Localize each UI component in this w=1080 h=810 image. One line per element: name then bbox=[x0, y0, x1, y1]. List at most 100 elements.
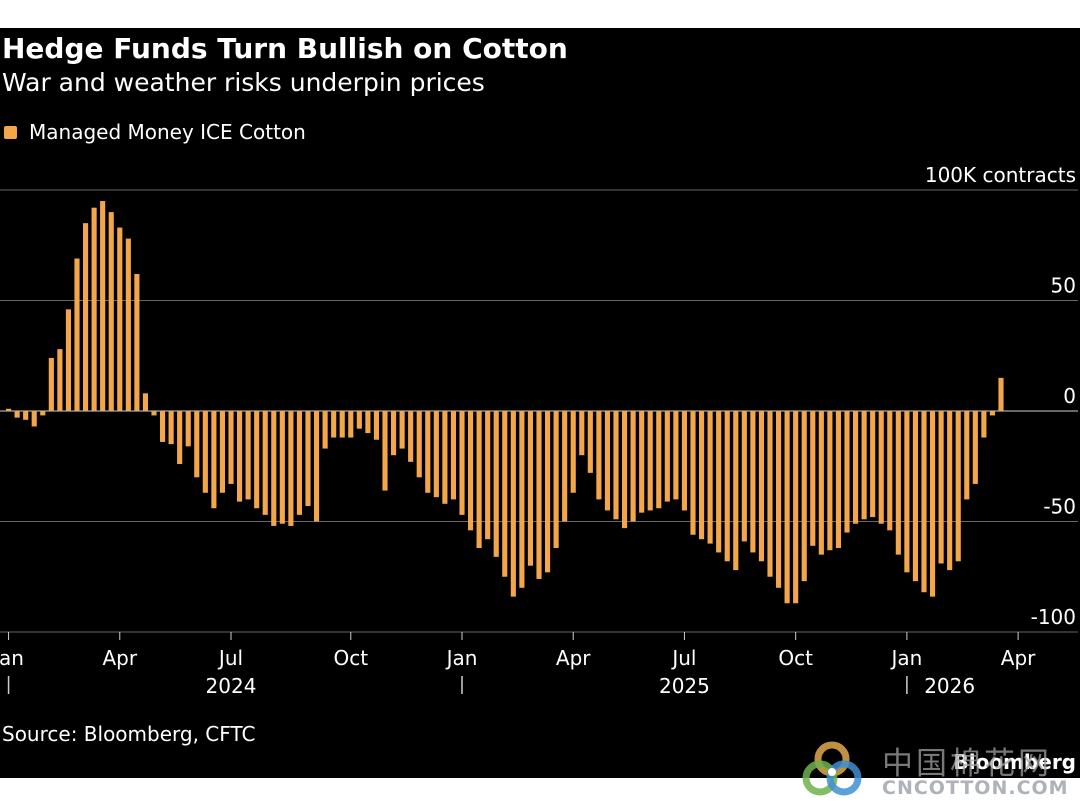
bar bbox=[844, 411, 850, 533]
bar bbox=[998, 377, 1004, 411]
bar bbox=[142, 393, 149, 411]
bar bbox=[373, 411, 380, 440]
bar bbox=[527, 411, 534, 566]
y-tick-label: -50 bbox=[1043, 495, 1076, 519]
bar bbox=[852, 411, 859, 524]
bar bbox=[134, 273, 140, 411]
bar bbox=[305, 411, 311, 507]
bar bbox=[40, 411, 46, 416]
bar bbox=[348, 411, 354, 438]
bar bbox=[707, 411, 713, 544]
bar bbox=[904, 411, 910, 573]
bar bbox=[733, 411, 739, 571]
bar bbox=[313, 411, 320, 522]
bar bbox=[639, 411, 645, 513]
bar bbox=[390, 411, 397, 456]
bar bbox=[673, 411, 679, 500]
x-tick-label: Jul bbox=[670, 646, 696, 670]
chart-canvas: Hedge Funds Turn Bullish on Cotton War a… bbox=[0, 28, 1080, 778]
y-tick-label: -100 bbox=[1031, 605, 1076, 629]
bar bbox=[621, 411, 628, 529]
bar bbox=[895, 411, 901, 555]
bar bbox=[416, 411, 422, 478]
y-tick-label: 0 bbox=[1063, 384, 1076, 408]
bar bbox=[467, 411, 474, 531]
year-label: 2025 bbox=[659, 674, 710, 698]
source-note: Source: Bloomberg, CFTC bbox=[2, 722, 256, 746]
bar bbox=[459, 411, 465, 515]
bar bbox=[211, 411, 217, 509]
x-tick-label: Jul bbox=[217, 646, 243, 670]
bar bbox=[938, 411, 944, 564]
x-tick-label: Jan bbox=[889, 646, 922, 670]
bar bbox=[82, 223, 89, 411]
bar bbox=[262, 411, 268, 515]
bar bbox=[544, 411, 551, 573]
x-tick-label: Oct bbox=[333, 646, 368, 670]
bar bbox=[801, 411, 807, 582]
bar bbox=[433, 411, 439, 498]
bar bbox=[65, 309, 72, 411]
bar bbox=[562, 411, 568, 522]
bar bbox=[48, 357, 54, 411]
x-tick-label: Jan bbox=[0, 646, 24, 670]
bar bbox=[254, 411, 260, 509]
bar bbox=[502, 411, 508, 577]
bar bbox=[887, 411, 893, 531]
legend-swatch bbox=[4, 125, 17, 139]
bar bbox=[202, 411, 208, 493]
bar bbox=[972, 411, 978, 484]
bar bbox=[613, 411, 619, 520]
bar bbox=[724, 411, 730, 562]
x-tick-label: Jan bbox=[445, 646, 478, 670]
bar bbox=[236, 411, 243, 502]
bar bbox=[510, 411, 516, 597]
bar bbox=[570, 411, 576, 493]
chart-subtitle: War and weather risks underpin prices bbox=[2, 68, 485, 97]
bar bbox=[647, 411, 653, 511]
bar bbox=[989, 411, 996, 416]
bar bbox=[758, 411, 765, 562]
bar bbox=[450, 411, 457, 500]
bar bbox=[921, 411, 927, 593]
bar bbox=[322, 411, 328, 449]
bar bbox=[108, 212, 114, 411]
bar bbox=[31, 411, 37, 427]
bar bbox=[767, 411, 773, 577]
year-label: 2026 bbox=[924, 674, 975, 698]
bar-chart: 100K contracts 50 0 -50 -100 Jan Apr Jul Oct Jan A… bbox=[0, 163, 1078, 698]
bar bbox=[947, 411, 953, 571]
x-tick-label: Apr bbox=[1001, 646, 1036, 670]
bar bbox=[878, 411, 884, 524]
bar bbox=[681, 411, 688, 511]
bar bbox=[382, 411, 388, 491]
bar bbox=[194, 411, 200, 478]
bar bbox=[185, 411, 191, 447]
bar bbox=[117, 227, 123, 411]
bar bbox=[604, 411, 611, 511]
bar bbox=[981, 411, 987, 438]
bar bbox=[741, 411, 747, 542]
bar bbox=[425, 411, 431, 493]
bar bbox=[159, 411, 166, 442]
watermark-en-text: CNCOTTON.COM bbox=[882, 777, 1069, 799]
bar bbox=[870, 411, 876, 518]
bar bbox=[279, 411, 285, 524]
bar bbox=[339, 411, 345, 438]
bar bbox=[228, 411, 234, 484]
bar bbox=[955, 411, 961, 562]
bar bbox=[57, 349, 63, 411]
chart-title: Hedge Funds Turn Bullish on Cotton bbox=[2, 32, 568, 65]
bar bbox=[519, 411, 525, 588]
bar bbox=[219, 411, 226, 493]
bar bbox=[74, 258, 80, 411]
bloomberg-logo: Bloomberg bbox=[953, 750, 1076, 774]
x-tick-label: Apr bbox=[556, 646, 591, 670]
bar bbox=[14, 411, 20, 418]
bar bbox=[793, 411, 799, 604]
bar bbox=[168, 411, 174, 445]
bar bbox=[399, 411, 405, 449]
legend-label: Managed Money ICE Cotton bbox=[29, 120, 306, 144]
bar bbox=[296, 411, 303, 515]
bar bbox=[408, 411, 414, 462]
